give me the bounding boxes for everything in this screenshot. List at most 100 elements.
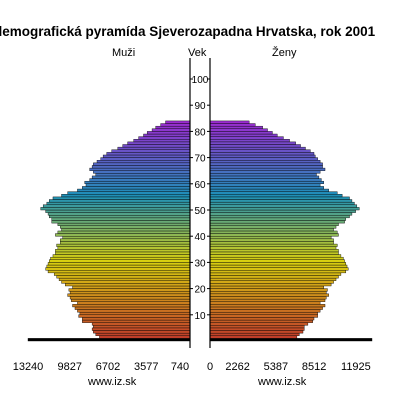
bar-female-age-21 <box>209 283 332 287</box>
bar-female-age-18 <box>209 291 327 295</box>
bar-female-age-37 <box>209 241 334 245</box>
bar-female-age-38 <box>209 238 334 242</box>
age-axis: 10 20 30 40 50 60 70 80 90 100 <box>190 75 210 322</box>
age-tick-label-70: 70 <box>194 154 206 165</box>
bar-female-age-30 <box>209 259 345 263</box>
bar-male-age-66 <box>91 165 191 169</box>
bar-male-age-55 <box>61 194 191 198</box>
bar-female-age-52 <box>209 201 355 205</box>
x-tick-right-8512: 8512 <box>302 361 326 373</box>
bar-female-age-82 <box>209 123 256 127</box>
bar-male-age-6 <box>91 322 191 326</box>
age-tick-label-20: 20 <box>194 285 206 296</box>
bar-female-age-67 <box>209 162 323 166</box>
x-tick-left-9827: 9827 <box>58 361 82 373</box>
bar-male-age-28 <box>46 264 191 268</box>
bar-female-age-73 <box>209 146 306 150</box>
bar-male-age-23 <box>58 277 191 281</box>
bar-male-age-37 <box>60 241 191 245</box>
bar-male-age-67 <box>93 162 191 166</box>
bar-male-age-71 <box>106 152 191 156</box>
bar-male-age-34 <box>55 249 191 253</box>
bar-male-age-51 <box>42 204 191 208</box>
bar-male-age-1 <box>99 335 191 339</box>
bar-female-age-17 <box>209 293 329 297</box>
bar-male-age-50 <box>40 207 191 211</box>
bar-male-age-35 <box>57 246 191 250</box>
bar-female-age-68 <box>209 160 321 164</box>
bar-male-age-64 <box>93 170 191 174</box>
bar-female-age-32 <box>209 254 342 258</box>
bar-male-age-3 <box>93 330 191 334</box>
age-tick-label-100: 100 <box>192 75 209 86</box>
bar-female-age-1 <box>209 335 298 339</box>
bar-male-age-12 <box>74 306 191 310</box>
bar-male-age-18 <box>69 291 191 295</box>
bar-female-age-78 <box>209 133 278 137</box>
bar-male-age-5 <box>93 325 191 329</box>
bar-female-age-8 <box>209 317 315 321</box>
bar-female-age-7 <box>209 319 313 323</box>
bar-male-age-82 <box>160 123 191 127</box>
bar-female-age-50 <box>209 207 360 211</box>
bar-male-age-48 <box>47 212 191 216</box>
left-label: Muži <box>112 47 135 59</box>
bar-male-age-73 <box>117 146 191 150</box>
bar-male-age-38 <box>60 238 191 242</box>
bar-male-age-60 <box>84 180 191 184</box>
chart-title: demografická pyramída Sjeverozapadna Hrv… <box>0 24 376 39</box>
bar-male-age-41 <box>57 230 191 234</box>
bar-female-age-66 <box>209 165 323 169</box>
bar-female-age-16 <box>209 296 327 300</box>
bar-female-age-48 <box>209 212 353 216</box>
bar-male-age-42 <box>61 228 191 232</box>
bars-male <box>27 120 191 342</box>
bar-female-age-51 <box>209 204 358 208</box>
bar-female-age-25 <box>209 272 342 276</box>
bar-female-age-28 <box>209 264 348 268</box>
bar-female-age-58 <box>209 186 324 190</box>
bar-female-age-56 <box>209 191 338 195</box>
x-tick-left-6702: 6702 <box>96 361 120 373</box>
bar-female-age-55 <box>209 194 343 198</box>
bar-male-age-10 <box>79 311 191 315</box>
watermark-left: www.iz.sk <box>87 376 137 388</box>
bar-male-age-78 <box>143 133 191 137</box>
bar-male-age-15 <box>71 298 191 302</box>
bar-male-age-58 <box>82 186 191 190</box>
bar-female-age-14 <box>209 301 321 305</box>
bar-male-age-46 <box>51 217 191 221</box>
x-axis: 13240 9827 6702 3577 740 0 2262 5387 8512 11925 <box>13 361 371 373</box>
bar-female-age-42 <box>209 228 334 232</box>
bar-female-age-54 <box>209 196 350 200</box>
bar-male-age-40 <box>55 233 191 237</box>
bar-female-age-45 <box>209 220 345 224</box>
bar-male-age-59 <box>85 183 191 187</box>
bar-male-age-53 <box>49 199 191 203</box>
bar-male-age-13 <box>72 304 191 308</box>
bar-male-age-17 <box>67 293 191 297</box>
bar-female-age-76 <box>209 139 290 143</box>
bar-male-age-22 <box>61 280 191 284</box>
bar-male-age-79 <box>146 131 191 135</box>
bar-female-age-13 <box>209 304 326 308</box>
bar-female-age-3 <box>209 330 304 334</box>
bar-female-age-43 <box>209 225 337 229</box>
bar-male-age-77 <box>138 136 191 140</box>
bar-male-age-39 <box>62 235 191 240</box>
age-tick-label-80: 80 <box>194 127 206 138</box>
bar-female-age-27 <box>209 267 349 271</box>
bar-female-age-12 <box>209 306 323 310</box>
bar-female-age-69 <box>209 157 318 161</box>
bar-female-age-23 <box>209 277 337 281</box>
bar-female-age-22 <box>209 280 334 284</box>
bar-male-age-62 <box>91 175 191 179</box>
watermark-right: www.iz.sk <box>257 376 307 388</box>
x-tick-left-3577: 3577 <box>134 361 158 373</box>
bar-female-age-24 <box>209 275 339 279</box>
bar-male-age-69 <box>100 157 191 161</box>
bar-male-age-63 <box>95 173 191 177</box>
bar-female-age-34 <box>209 249 339 253</box>
bar-female-age-60 <box>209 180 324 184</box>
